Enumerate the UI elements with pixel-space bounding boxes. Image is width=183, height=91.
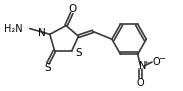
Text: O: O — [137, 78, 144, 88]
Text: S: S — [76, 48, 82, 58]
Text: O: O — [69, 4, 77, 14]
Text: O: O — [153, 57, 161, 67]
Text: N: N — [38, 28, 46, 38]
Text: N: N — [139, 61, 146, 71]
Text: −: − — [158, 54, 165, 63]
Text: S: S — [45, 63, 51, 73]
Text: H₂N: H₂N — [4, 23, 23, 33]
Text: +: + — [144, 61, 149, 66]
